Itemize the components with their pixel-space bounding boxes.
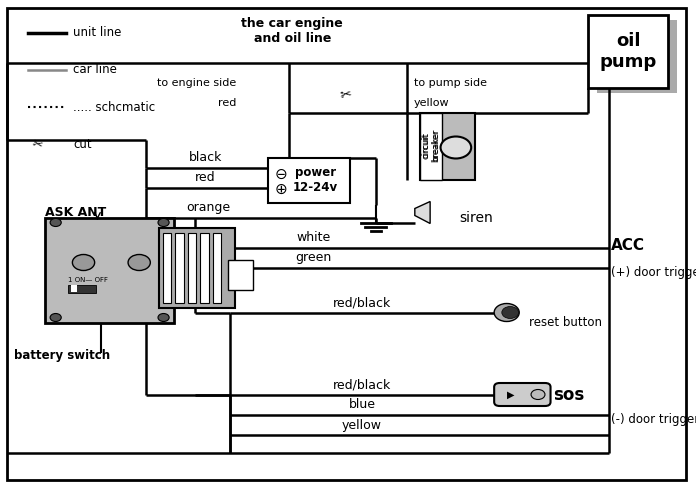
Text: red/black: red/black [333, 296, 391, 309]
Bar [588, 15, 668, 88]
Bar [71, 285, 77, 292]
Bar [175, 232, 184, 302]
Polygon shape [415, 202, 430, 224]
Text: unit line: unit line [73, 26, 122, 39]
Text: ..... schcmatic: ..... schcmatic [73, 101, 155, 114]
FancyBboxPatch shape [494, 383, 551, 406]
Circle shape [531, 390, 545, 400]
Text: oil
pump: oil pump [599, 32, 657, 71]
Text: ✂: ✂ [339, 87, 353, 103]
Text: green: green [295, 251, 331, 264]
Bar [188, 232, 196, 302]
Text: ⊖: ⊖ [275, 166, 287, 182]
Circle shape [502, 306, 519, 318]
Circle shape [50, 218, 61, 226]
Text: ASK ANT: ASK ANT [45, 206, 106, 219]
Circle shape [72, 254, 95, 270]
Circle shape [441, 136, 471, 158]
Text: yellow: yellow [342, 418, 382, 432]
Text: car line: car line [73, 64, 117, 76]
Text: circuit
breaker: circuit breaker [421, 130, 441, 162]
Text: reset button: reset button [529, 316, 602, 329]
Text: ▶: ▶ [507, 390, 514, 400]
Circle shape [50, 314, 61, 322]
Text: orange: orange [187, 201, 231, 214]
Text: (+) door trigger: (+) door trigger [611, 266, 696, 279]
Text: white: white [296, 231, 331, 244]
Text: sos: sos [553, 386, 585, 404]
Text: the car engine
and oil line: the car engine and oil line [242, 18, 343, 46]
Bar [163, 232, 171, 302]
Text: red/black: red/black [333, 378, 391, 392]
Bar [420, 112, 475, 180]
Text: yellow: yellow [414, 98, 450, 108]
Bar [68, 284, 96, 292]
Text: red: red [195, 171, 216, 184]
Text: cut: cut [73, 138, 92, 151]
Text: power
12-24v: power 12-24v [293, 166, 338, 194]
Text: battery switch: battery switch [14, 348, 110, 362]
Text: ⊕: ⊕ [275, 182, 287, 196]
Bar [45, 218, 174, 322]
Text: to engine side: to engine side [157, 78, 237, 88]
Text: blue: blue [349, 398, 375, 411]
Bar [213, 232, 221, 302]
Circle shape [158, 218, 169, 226]
Text: ✂: ✂ [30, 138, 43, 152]
Text: siren: siren [459, 210, 493, 224]
Circle shape [128, 254, 150, 270]
Text: ACC: ACC [611, 238, 645, 254]
Text: 1 ON— OFF: 1 ON— OFF [68, 277, 108, 283]
Text: (-) door trigger: (-) door trigger [611, 414, 696, 426]
Text: circuit
breaker: circuit breaker [422, 128, 440, 161]
Circle shape [494, 304, 519, 322]
Text: black: black [189, 151, 222, 164]
Text: to pump side: to pump side [414, 78, 487, 88]
Bar [597, 20, 677, 92]
Bar [268, 158, 350, 202]
Circle shape [158, 314, 169, 322]
Bar [420, 112, 442, 180]
Bar [159, 228, 235, 308]
Bar [228, 260, 253, 290]
Bar [200, 232, 209, 302]
Text: red: red [219, 98, 237, 108]
